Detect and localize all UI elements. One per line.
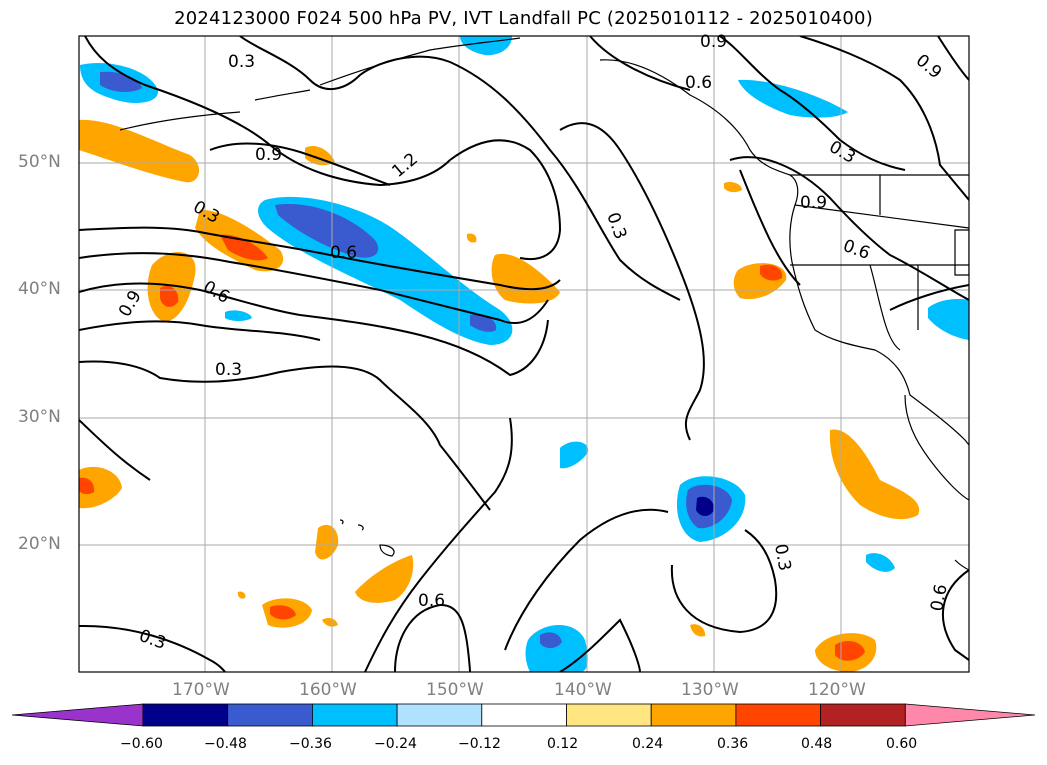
lon-label: 160°W [299,680,357,700]
colorbar-segment [650,703,737,727]
contour-label: 0.6 [685,73,712,93]
lon-label: 130°W [681,680,739,700]
negative-pv-bottom-core [540,632,562,649]
colorbar-extend-high [904,703,1036,727]
colorbar-segment [311,703,398,727]
contour-label: 0.6 [418,591,445,611]
graticule [79,36,969,672]
negative-pv-se-small [866,553,895,572]
lon-label: 170°W [172,680,230,700]
negative-pv-east [928,298,969,340]
positive-pv-small-2 [466,233,477,243]
contour-label: 0.6 [927,583,951,613]
colorbar-segment [481,703,567,727]
negative-pv-south-central [560,441,589,469]
colorbar-segment [820,703,906,727]
positive-pv-far-west-core [79,477,95,495]
colorbar-tick: −0.60 [120,736,163,752]
negative-pv-nw-core [100,71,142,92]
colorbar-segment [227,703,313,727]
positive-pv-south-1 [355,555,414,603]
map-title: 2024123000 F024 500 hPa PV, IVT Landfall… [174,8,873,29]
positive-pv-west-2-core [220,234,268,261]
positive-pv-small-5 [690,624,706,637]
contour-label: 0.6 [330,243,357,263]
contour-label: 0.9 [800,193,827,213]
contour-label: 0.3 [770,542,794,572]
colorbar-segment [396,703,483,727]
colorbar-tick: 0.24 [632,736,664,752]
colorbar-segment [566,703,652,727]
map-frame [78,35,970,673]
colorbar-tick: −0.24 [374,736,417,752]
positive-pv-baja [829,429,920,520]
lat-label: 40°N [18,279,61,299]
lat-label: 50°N [18,152,61,172]
colorbar-tick: −0.48 [204,736,247,752]
colorbar-extend-low [11,703,144,727]
colorbar [11,703,1036,727]
ivt-contours [79,36,969,672]
lon-label: 150°W [426,680,484,700]
contour-label: 0.9 [255,145,282,165]
positive-pv-central [491,253,560,304]
colorbar-tick: 0.12 [547,736,579,752]
colorbar-tick: −0.12 [458,736,501,752]
contour-label: 0.9 [700,32,727,52]
negative-pv-small [225,310,252,321]
lon-label: 140°W [554,680,612,700]
contour-label: 0.3 [228,52,255,72]
colorbar-tick: −0.36 [289,736,332,752]
positive-pv-coast-core [760,264,783,281]
lat-label: 20°N [18,534,61,554]
contour-label: 0.3 [215,360,242,380]
colorbar-tick: 0.36 [717,736,749,752]
colorbar-tick: 0.60 [886,736,918,752]
colorbar-segment [735,703,822,727]
positive-pv-small-3 [724,181,742,193]
positive-pv-west-3-core [160,285,179,307]
positive-pv-west-3 [147,252,196,322]
positive-pv-far-west [79,466,122,509]
positive-pv-se-core [835,640,865,661]
coastlines [119,37,969,571]
lon-label: 120°W [808,680,866,700]
colorbar-tick: 0.48 [801,736,833,752]
positive-pv-small-1 [305,145,335,166]
positive-pv-west-1 [79,119,200,183]
negative-pv-core [275,204,379,258]
negative-pv-cyclone-core [696,496,715,516]
negative-pv-small-core [470,314,497,332]
map-background [79,36,969,672]
colorbar-segment [142,703,229,727]
lat-label: 30°N [18,407,61,427]
positive-pv-small-4 [322,617,338,627]
positive-pv-south-2-core [270,605,296,620]
positive-pv-sw-small [237,591,246,599]
